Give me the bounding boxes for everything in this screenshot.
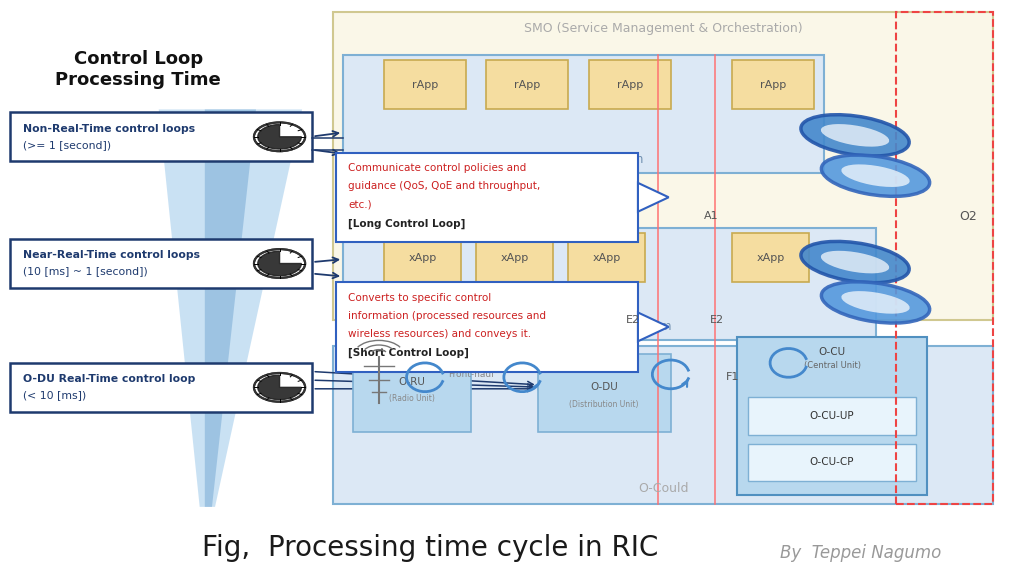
Text: rApp: rApp: [760, 80, 786, 90]
Text: O-Could: O-Could: [638, 482, 688, 495]
Ellipse shape: [842, 164, 909, 187]
Text: (10 [ms] ~ 1 [second]): (10 [ms] ~ 1 [second]): [23, 267, 147, 276]
Text: Non-Real-Time control loops: Non-Real-Time control loops: [23, 124, 195, 134]
Text: O2: O2: [958, 210, 977, 222]
Text: O-CU-CP: O-CU-CP: [810, 457, 854, 467]
Text: E2: E2: [710, 314, 724, 325]
Text: Fig,  Processing time cycle in RIC: Fig, Processing time cycle in RIC: [202, 533, 658, 562]
Text: By  Teppei Nagumo: By Teppei Nagumo: [779, 544, 941, 562]
Ellipse shape: [801, 115, 909, 156]
Bar: [737, 337, 927, 495]
Ellipse shape: [842, 291, 909, 314]
Text: rApp: rApp: [616, 80, 643, 90]
Bar: [568, 233, 645, 282]
Text: F1: F1: [725, 372, 739, 382]
Text: guidance (QoS, QoE and throughput,: guidance (QoS, QoE and throughput,: [348, 181, 541, 191]
Text: xApp: xApp: [501, 253, 528, 263]
Bar: [589, 60, 671, 109]
Circle shape: [254, 249, 305, 278]
Text: Converts to specific control: Converts to specific control: [348, 293, 492, 302]
Text: Open
Front-haul: Open Front-haul: [449, 360, 494, 380]
Bar: [333, 346, 993, 504]
Bar: [538, 354, 671, 432]
Text: O-DU: O-DU: [590, 382, 618, 392]
Polygon shape: [638, 183, 669, 212]
Bar: [343, 228, 876, 340]
Ellipse shape: [801, 241, 909, 283]
Text: (Distribution Unit): (Distribution Unit): [569, 400, 639, 409]
Bar: [10, 112, 312, 161]
Text: A1: A1: [705, 211, 719, 221]
Bar: [336, 153, 638, 242]
Bar: [748, 444, 916, 481]
Bar: [732, 233, 809, 282]
Text: E2: E2: [626, 314, 640, 325]
Text: Near-Real-Time control loops: Near-Real-Time control loops: [23, 251, 200, 260]
Bar: [896, 12, 993, 504]
Polygon shape: [159, 109, 302, 507]
Text: xApp: xApp: [409, 253, 436, 263]
Text: SMO (Service Management & Orchestration): SMO (Service Management & Orchestration): [523, 22, 803, 35]
Text: O-CU-UP: O-CU-UP: [810, 411, 854, 421]
Polygon shape: [638, 312, 669, 341]
Bar: [10, 239, 312, 288]
Polygon shape: [258, 124, 301, 149]
Text: Non-RT RIC Platform: Non-RT RIC Platform: [524, 153, 643, 166]
Text: etc.): etc.): [348, 200, 372, 210]
Text: wireless resources) and conveys it.: wireless resources) and conveys it.: [348, 329, 531, 339]
Text: O-DU Real-Time control loop: O-DU Real-Time control loop: [23, 374, 195, 384]
Ellipse shape: [821, 124, 889, 147]
Text: Communicate control policies and: Communicate control policies and: [348, 163, 526, 173]
Text: [Short Control Loop]: [Short Control Loop]: [348, 348, 469, 358]
Text: O-RU: O-RU: [398, 377, 426, 386]
Bar: [384, 233, 461, 282]
Bar: [748, 397, 916, 435]
Bar: [476, 233, 553, 282]
Bar: [333, 12, 993, 320]
Bar: [336, 282, 638, 372]
Bar: [10, 363, 312, 412]
Text: O-CU: O-CU: [818, 347, 846, 357]
Bar: [384, 60, 466, 109]
Ellipse shape: [821, 282, 930, 323]
Text: [Long Control Loop]: [Long Control Loop]: [348, 218, 466, 229]
Bar: [343, 55, 824, 173]
Text: Near-RT RIC Platform: Near-RT RIC Platform: [548, 320, 671, 333]
Circle shape: [254, 373, 305, 402]
Ellipse shape: [821, 251, 889, 274]
Text: (Radio Unit): (Radio Unit): [389, 395, 435, 403]
Text: xApp: xApp: [593, 253, 621, 263]
Polygon shape: [205, 109, 256, 507]
Bar: [732, 60, 814, 109]
Bar: [486, 60, 568, 109]
Text: xApp: xApp: [757, 253, 784, 263]
Bar: [353, 354, 471, 432]
Text: information (processed resources and: information (processed resources and: [348, 311, 546, 321]
Polygon shape: [258, 251, 301, 276]
Circle shape: [254, 123, 305, 151]
Text: rApp: rApp: [514, 80, 541, 90]
Text: (< 10 [ms]): (< 10 [ms]): [23, 391, 86, 400]
Polygon shape: [258, 375, 301, 400]
Text: Control Loop
Processing Time: Control Loop Processing Time: [55, 50, 221, 89]
Text: (>= 1 [second]): (>= 1 [second]): [23, 140, 111, 150]
Ellipse shape: [821, 155, 930, 196]
Text: rApp: rApp: [412, 80, 438, 90]
Text: (Central Unit): (Central Unit): [804, 361, 860, 370]
